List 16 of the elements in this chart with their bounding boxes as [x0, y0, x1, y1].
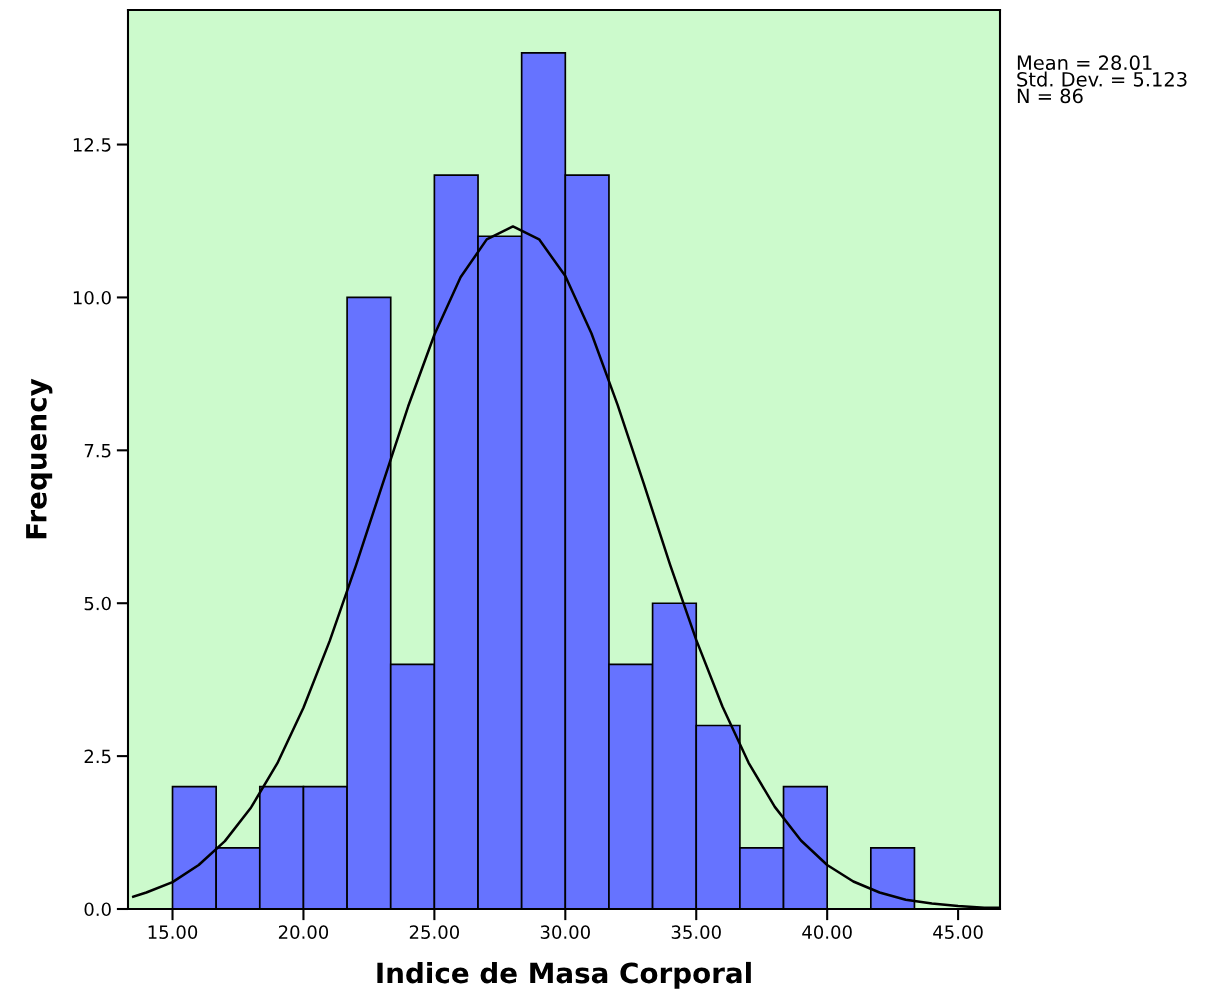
- text: Mean = 28.01 Std. Dev. = 5.123 N = 86: [1017, 55, 1187, 104]
- y-axis-title: Frequency: [26, 378, 53, 539]
- y-tick-label: 7.5: [84, 444, 111, 458]
- x-tick-label: 25.00: [409, 925, 460, 939]
- y-tick-label: 2.5: [84, 749, 111, 764]
- x-axis-title: Indice de Masa Corporal: [377, 961, 751, 989]
- x-tick-label: 45.00: [933, 925, 983, 939]
- x-tick-label: 30.00: [540, 925, 590, 939]
- x-tick-label: 40.00: [802, 925, 852, 939]
- x-tick-label: 20.00: [278, 925, 329, 939]
- y-tick-label: 5.0: [84, 596, 111, 611]
- x-tick-label: 35.00: [671, 925, 721, 939]
- y-tick-label: 12.5: [73, 138, 111, 152]
- y-tick-label: 10.0: [73, 290, 111, 305]
- x-tick-label: 15.00: [148, 925, 198, 939]
- y-tick-label: 0.0: [84, 902, 111, 917]
